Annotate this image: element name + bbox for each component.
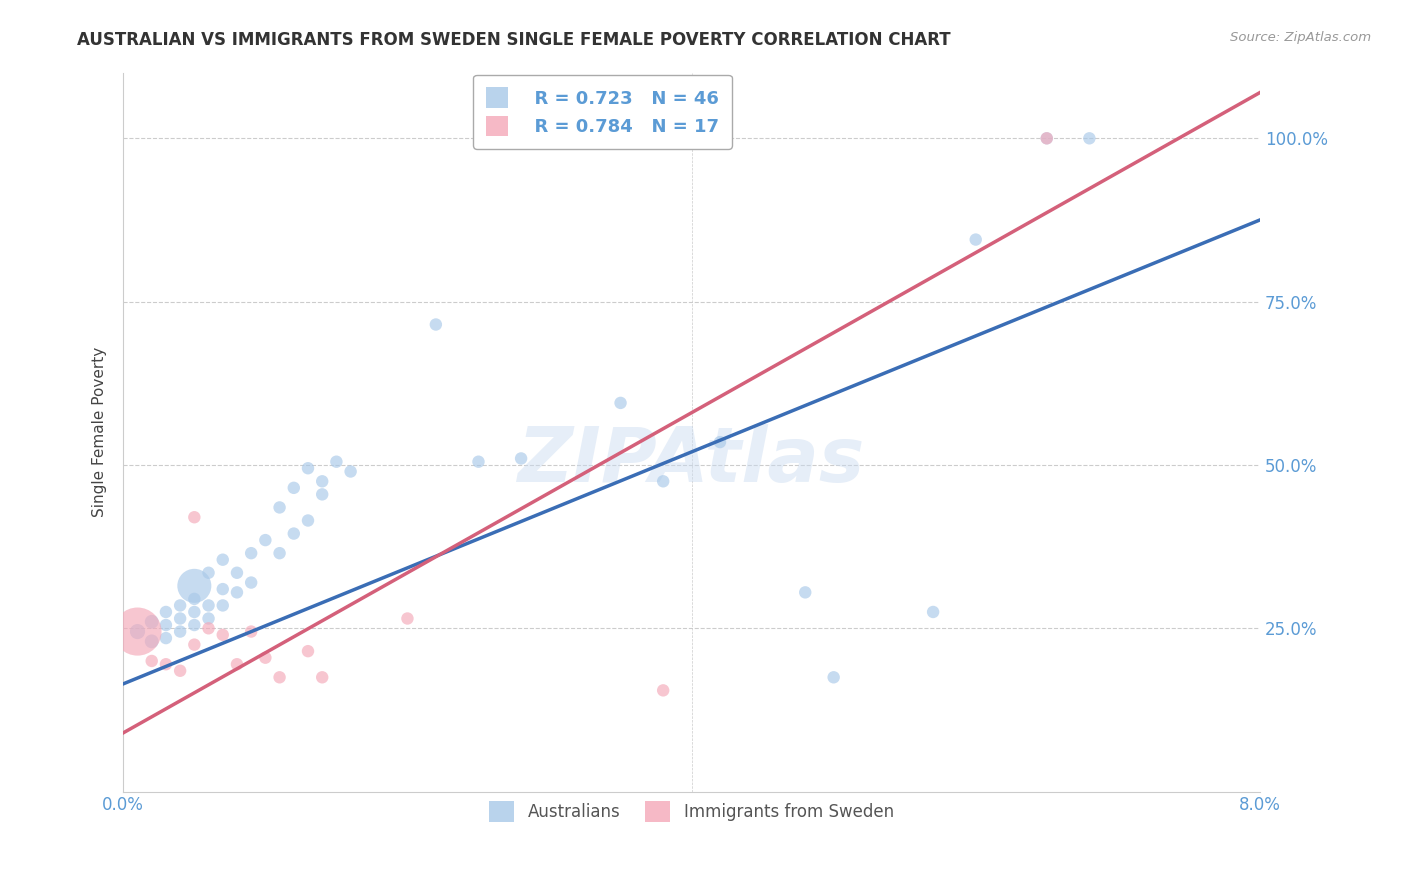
Point [197, 599, 219, 613]
Point [169, 624, 191, 639]
Legend: Australians, Immigrants from Sweden: Australians, Immigrants from Sweden [481, 793, 903, 830]
Point [240, 575, 263, 590]
Point [183, 591, 205, 606]
Point [425, 318, 447, 332]
Point [297, 461, 319, 475]
Point [922, 605, 945, 619]
Point [311, 670, 333, 684]
Point [240, 546, 263, 560]
Point [211, 552, 233, 566]
Point [709, 435, 731, 450]
Point [127, 624, 149, 639]
Point [211, 599, 233, 613]
Point [226, 566, 249, 580]
Point [609, 396, 631, 410]
Point [297, 644, 319, 658]
Point [652, 475, 675, 489]
Point [240, 624, 263, 639]
Point [297, 514, 319, 528]
Point [269, 500, 291, 515]
Point [396, 611, 419, 625]
Point [823, 670, 845, 684]
Point [169, 611, 191, 625]
Point [1035, 131, 1057, 145]
Point [183, 638, 205, 652]
Text: Source: ZipAtlas.com: Source: ZipAtlas.com [1230, 31, 1371, 45]
Point [155, 618, 177, 632]
Point [141, 654, 163, 668]
Point [197, 566, 219, 580]
Point [155, 631, 177, 645]
Point [510, 451, 533, 466]
Point [794, 585, 817, 599]
Point [169, 599, 191, 613]
Text: ZIPAtlas: ZIPAtlas [517, 424, 865, 498]
Point [127, 624, 149, 639]
Point [269, 546, 291, 560]
Text: AUSTRALIAN VS IMMIGRANTS FROM SWEDEN SINGLE FEMALE POVERTY CORRELATION CHART: AUSTRALIAN VS IMMIGRANTS FROM SWEDEN SIN… [77, 31, 950, 49]
Point [311, 475, 333, 489]
Point [254, 650, 277, 665]
Point [226, 585, 249, 599]
Point [467, 455, 489, 469]
Point [283, 481, 305, 495]
Point [226, 657, 249, 672]
Point [155, 605, 177, 619]
Point [141, 615, 163, 629]
Point [311, 487, 333, 501]
Point [269, 670, 291, 684]
Point [283, 526, 305, 541]
Point [211, 628, 233, 642]
Point [965, 233, 987, 247]
Point [169, 664, 191, 678]
Point [339, 465, 361, 479]
Point [1078, 131, 1101, 145]
Point [183, 510, 205, 524]
Point [155, 657, 177, 672]
Point [652, 683, 675, 698]
Point [197, 611, 219, 625]
Point [325, 455, 347, 469]
Point [254, 533, 277, 547]
Point [183, 605, 205, 619]
Point [211, 582, 233, 596]
Y-axis label: Single Female Poverty: Single Female Poverty [93, 347, 107, 517]
Point [141, 634, 163, 648]
Point [183, 618, 205, 632]
Point [1035, 131, 1057, 145]
Point [197, 621, 219, 635]
Point [183, 579, 205, 593]
